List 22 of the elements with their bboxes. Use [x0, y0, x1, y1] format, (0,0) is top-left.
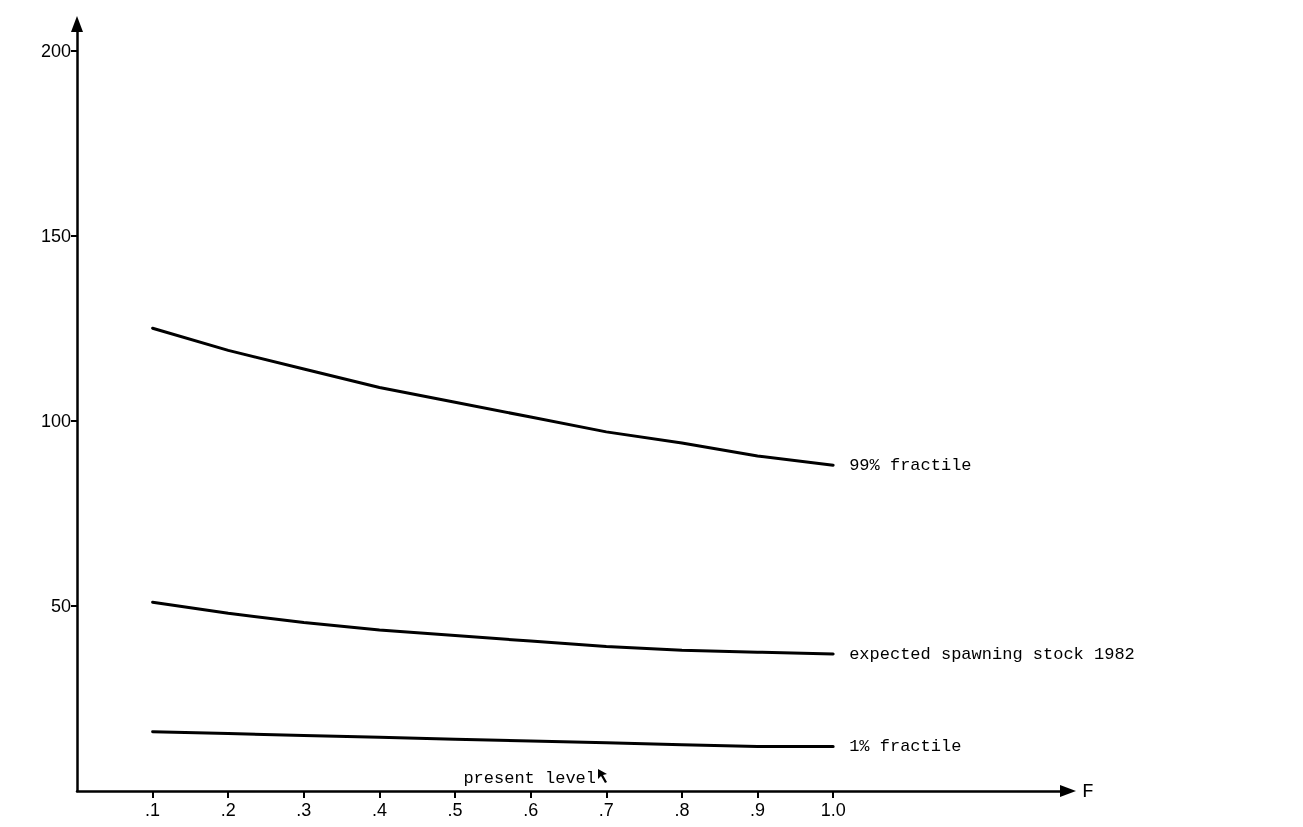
y-tick-label: 150 — [40, 225, 71, 246]
x-tick-label: 1.0 — [820, 800, 846, 820]
x-tick-label: .3 — [296, 800, 312, 820]
y-tick-label: 50 — [50, 595, 71, 616]
annotation: present level — [463, 769, 596, 788]
x-tick-label: .4 — [371, 800, 387, 820]
y-tick-label: 100 — [40, 410, 71, 431]
x-tick-label: .1 — [145, 800, 161, 820]
series-label: 1% fractile — [849, 737, 962, 757]
x-tick-label: .6 — [523, 800, 539, 820]
x-tick-label: .5 — [447, 800, 463, 820]
line-series — [151, 326, 835, 467]
x-axis-title: F — [1082, 779, 1095, 803]
line-series — [151, 730, 835, 749]
y-tick-label: 200 — [40, 40, 71, 61]
series-label: expected spawning stock 1982 — [849, 644, 1135, 664]
x-tick-label: .2 — [220, 800, 236, 820]
line-series — [151, 600, 835, 656]
x-tick-label: .8 — [674, 800, 690, 820]
x-tick-label: .7 — [598, 800, 614, 820]
x-tick-label: .9 — [750, 800, 766, 820]
series-label: 99% fractile — [849, 455, 972, 475]
